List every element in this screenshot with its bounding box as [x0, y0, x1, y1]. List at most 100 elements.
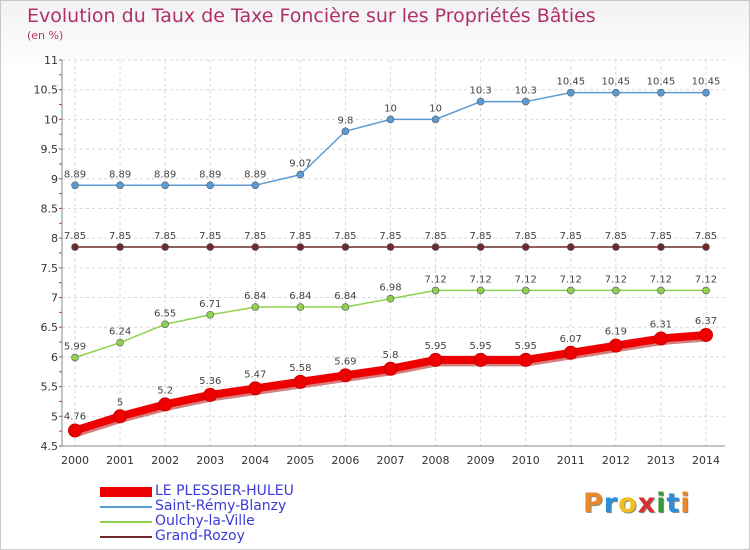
- data-label: 9.8: [337, 115, 353, 126]
- legend-swatch: [100, 521, 152, 523]
- data-label: 6.55: [154, 308, 176, 319]
- data-label: 7.85: [244, 231, 266, 242]
- legend-label: Oulchy-la-Ville: [155, 513, 255, 529]
- data-point: [251, 181, 260, 190]
- data-point: [653, 331, 668, 346]
- logo-letter: x: [637, 488, 657, 519]
- plot-area: [62, 60, 725, 446]
- data-label: 5.58: [289, 363, 311, 374]
- data-label: 10.45: [602, 77, 631, 88]
- x-tick-label: 2005: [286, 454, 314, 467]
- data-label: 6.24: [109, 327, 131, 338]
- data-point: [518, 352, 533, 367]
- data-point: [521, 243, 530, 251]
- logo-letter: i: [680, 488, 691, 519]
- legend-label: Grand-Rozoy: [155, 528, 245, 544]
- data-label: 10.45: [556, 77, 585, 88]
- data-point: [71, 353, 79, 362]
- data-label: 6.84: [334, 291, 356, 302]
- x-tick-label: 2000: [61, 454, 89, 467]
- data-label: 5.95: [424, 341, 446, 352]
- data-label: 10.3: [515, 86, 537, 97]
- data-label: 8.89: [109, 169, 131, 180]
- y-tick-label: 9.5: [41, 143, 59, 156]
- data-point: [116, 181, 124, 190]
- data-point: [702, 286, 710, 295]
- data-point: [702, 88, 710, 97]
- x-tick-label: 2013: [647, 454, 675, 467]
- data-label: 10: [429, 103, 442, 114]
- data-point: [206, 181, 215, 190]
- data-point: [296, 303, 305, 311]
- data-label: 7.12: [695, 274, 717, 285]
- data-point: [296, 243, 305, 251]
- data-point: [161, 320, 169, 329]
- logo-letter: P: [583, 488, 604, 519]
- y-tick-label: 4.5: [41, 440, 59, 453]
- data-label: 7.12: [515, 274, 537, 285]
- data-label: 7.85: [199, 231, 221, 242]
- data-label: 6.07: [560, 334, 582, 345]
- logo-letter: i: [656, 488, 667, 519]
- data-point: [116, 338, 124, 347]
- data-point: [203, 387, 218, 402]
- x-tick-label: 2014: [692, 454, 720, 467]
- legend-swatch: [100, 536, 152, 538]
- data-label: 6.84: [244, 291, 266, 302]
- data-point: [473, 352, 488, 367]
- data-point: [68, 423, 82, 438]
- data-point: [296, 170, 305, 179]
- data-label: 5.8: [383, 350, 399, 361]
- data-point: [206, 310, 215, 319]
- data-label: 8.89: [154, 169, 176, 180]
- data-point: [612, 286, 620, 295]
- data-point: [608, 338, 623, 353]
- chart-title: Evolution du Taux de Taxe Foncière sur l…: [27, 5, 596, 27]
- y-tick-label: 8.5: [41, 202, 59, 215]
- y-tick-label: 6.5: [41, 321, 59, 334]
- data-point: [161, 243, 169, 251]
- data-point: [476, 286, 485, 295]
- data-point: [383, 361, 398, 376]
- data-point: [161, 181, 169, 190]
- data-label: 6.37: [695, 316, 717, 327]
- data-point: [206, 243, 215, 251]
- y-tick-label: 10: [44, 113, 58, 126]
- data-label: 7.85: [650, 231, 672, 242]
- data-point: [428, 352, 443, 367]
- data-label: 7.85: [605, 231, 627, 242]
- data-label: 8.89: [64, 169, 86, 180]
- data-point: [476, 97, 485, 106]
- data-label: 8.89: [244, 169, 266, 180]
- data-point: [251, 243, 260, 251]
- proxiti-logo: Proxiti: [583, 488, 691, 519]
- y-tick-label: 10.5: [34, 84, 59, 97]
- y-tick-label: 11: [44, 54, 58, 67]
- data-label: 5.2: [157, 385, 173, 396]
- y-tick-label: 7.5: [41, 262, 59, 275]
- data-point: [71, 243, 79, 251]
- data-label: 8.89: [199, 169, 221, 180]
- data-label: 7.85: [470, 231, 492, 242]
- data-label: 5.36: [199, 376, 221, 387]
- data-point: [566, 243, 575, 251]
- data-point: [341, 303, 350, 311]
- y-tick-label: 5: [51, 410, 58, 423]
- data-point: [386, 115, 395, 124]
- data-label: 7.12: [650, 274, 672, 285]
- data-point: [71, 181, 79, 190]
- data-label: 7.85: [560, 231, 582, 242]
- x-tick-label: 2008: [422, 454, 450, 467]
- data-label: 7.12: [470, 274, 492, 285]
- data-point: [566, 88, 575, 97]
- data-label: 6.71: [199, 299, 221, 310]
- data-label: 7.85: [109, 231, 131, 242]
- data-point: [702, 243, 710, 251]
- data-label: 7.12: [424, 274, 446, 285]
- logo-letter: o: [618, 488, 638, 519]
- data-label: 6.19: [605, 327, 627, 338]
- data-label: 5.95: [470, 341, 492, 352]
- data-point: [341, 243, 350, 251]
- data-label: 5: [117, 397, 123, 408]
- data-label: 7.12: [605, 274, 627, 285]
